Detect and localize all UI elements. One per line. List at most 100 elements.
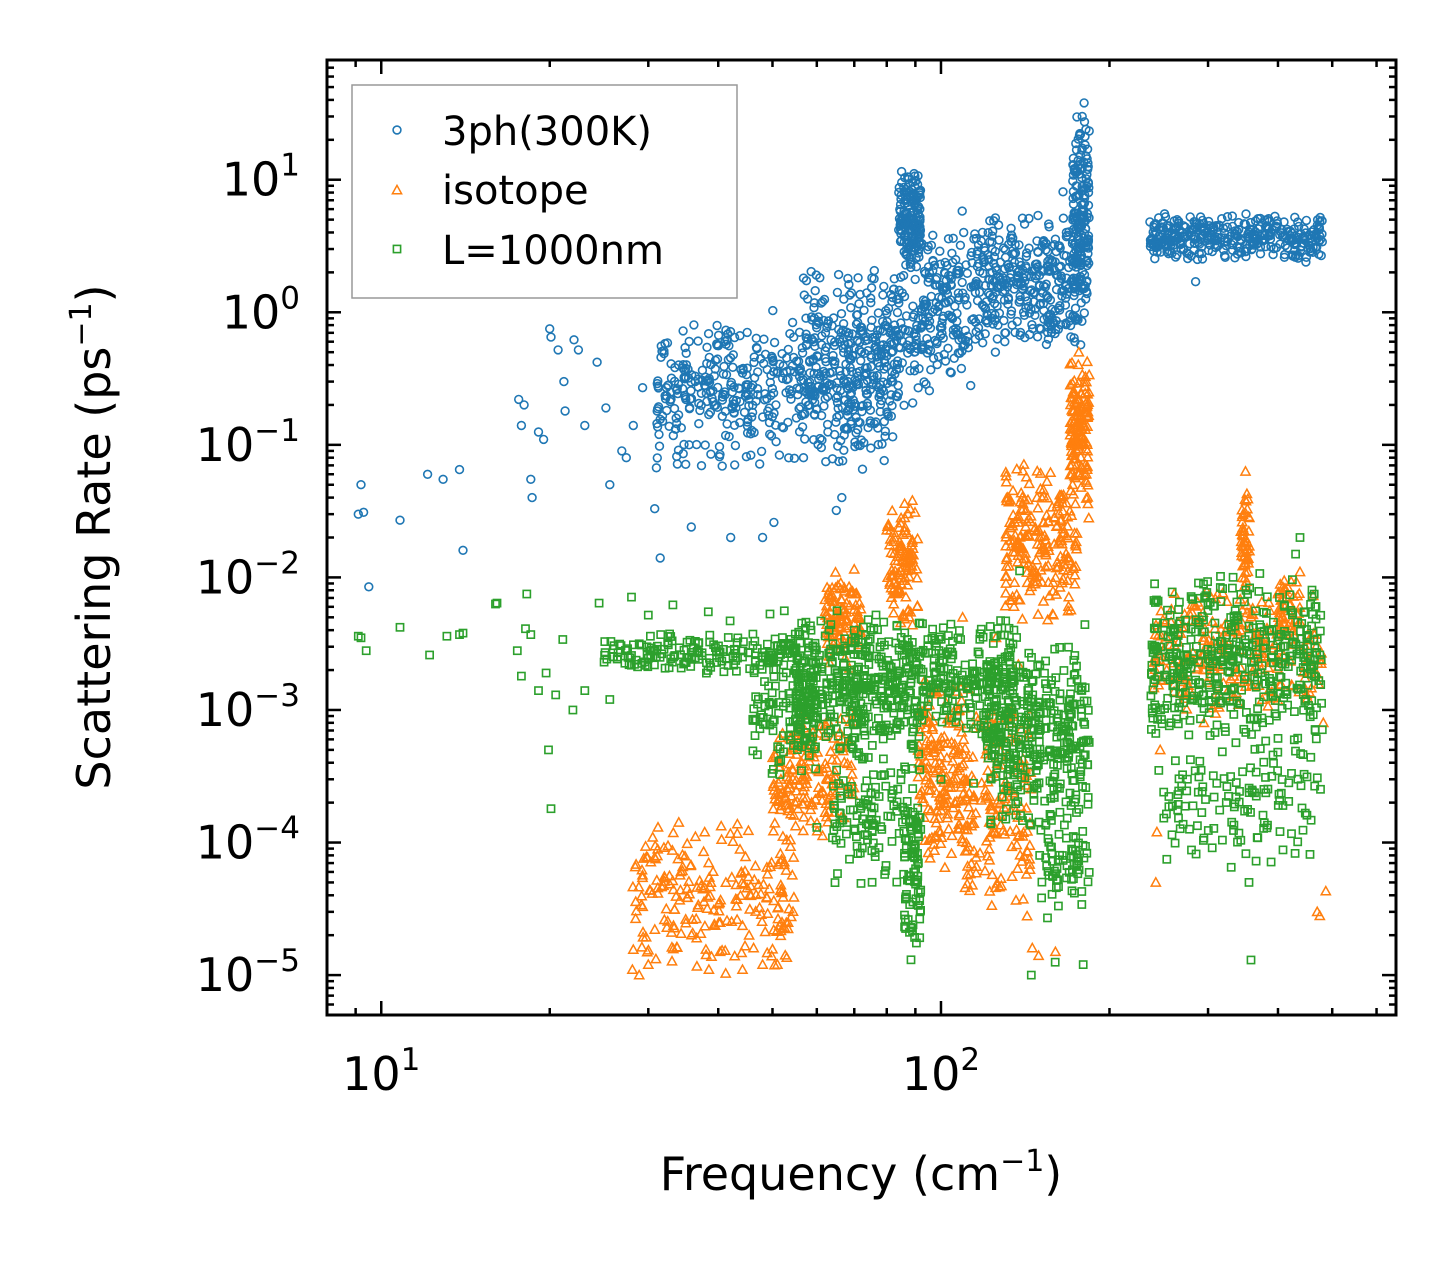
- data-point: [1033, 210, 1043, 221]
- data-point: [807, 315, 817, 325]
- data-point: [967, 315, 977, 325]
- data-point: [756, 446, 767, 457]
- data-point: [953, 330, 964, 340]
- data-point: [712, 382, 723, 393]
- data-point: [652, 406, 662, 416]
- data-point: [656, 352, 666, 362]
- data-point: [865, 293, 876, 303]
- data-point: [725, 326, 736, 337]
- data-point: [794, 427, 805, 437]
- data-point: [1222, 212, 1233, 222]
- data-point: [768, 388, 779, 398]
- data-point: [1071, 181, 1081, 191]
- data-point: [908, 312, 918, 322]
- data-point: [839, 395, 849, 405]
- data-point: [1017, 213, 1028, 223]
- data-point: [809, 298, 820, 308]
- data-point: [835, 385, 846, 396]
- data-point: [805, 355, 815, 366]
- data-point: [1006, 237, 1017, 247]
- data-point: [741, 370, 752, 380]
- data-point: [762, 364, 772, 375]
- data-point: [918, 302, 929, 312]
- data-point: [882, 317, 892, 327]
- data-point: [781, 353, 792, 363]
- data-point: [1072, 112, 1082, 122]
- data-point: [995, 257, 1006, 267]
- data-point: [863, 422, 873, 433]
- data-point: [932, 273, 942, 283]
- data-point: [899, 400, 909, 410]
- data-point: [1030, 259, 1041, 269]
- data-point: [987, 226, 998, 236]
- data-point: [746, 450, 756, 460]
- data-point: [696, 400, 706, 410]
- data-point: [833, 391, 843, 401]
- data-point: [723, 329, 733, 339]
- data-point: [810, 341, 820, 351]
- data-point: [1041, 339, 1052, 350]
- data-point: [897, 288, 907, 298]
- data-point: [926, 291, 936, 302]
- data-point: [922, 333, 932, 344]
- data-point: [1083, 158, 1093, 168]
- data-point: [917, 340, 928, 350]
- data-point: [846, 366, 857, 377]
- data-point: [1034, 300, 1045, 310]
- data-point: [1058, 213, 1069, 223]
- data-point: [777, 373, 788, 384]
- data-point: [1083, 162, 1093, 172]
- data-point: [959, 295, 970, 305]
- data-point: [916, 306, 927, 317]
- data-point: [994, 308, 1005, 318]
- data-point: [1075, 150, 1086, 160]
- data-point: [963, 343, 974, 353]
- plot-area: [353, 98, 1332, 980]
- data-point: [700, 440, 710, 450]
- data-point: [843, 350, 854, 360]
- data-point: [789, 453, 800, 463]
- data-point: [920, 296, 931, 306]
- data-point: [943, 234, 954, 244]
- data-point: [709, 371, 719, 381]
- data-point: [1030, 310, 1040, 320]
- data-point: [862, 388, 872, 399]
- data-point: [1075, 271, 1085, 282]
- data-point: [730, 440, 741, 451]
- data-point: [884, 396, 895, 406]
- data-point: [857, 464, 868, 474]
- data-point: [953, 288, 964, 298]
- data-point: [841, 424, 851, 434]
- data-point: [954, 335, 964, 345]
- data-point: [774, 359, 785, 369]
- data-point: [1079, 308, 1090, 318]
- data-point: [1000, 264, 1010, 274]
- data-point: [1173, 218, 1184, 229]
- data-point: [652, 453, 662, 463]
- data-point: [657, 416, 668, 426]
- data-point: [694, 419, 704, 429]
- data-point: [742, 417, 753, 427]
- data-point: [811, 323, 822, 333]
- data-point: [984, 274, 995, 285]
- data-point: [891, 391, 901, 401]
- data-point: [680, 392, 691, 403]
- data-point: [853, 273, 863, 283]
- data-point: [690, 371, 700, 381]
- data-point: [819, 401, 829, 411]
- data-point: [1043, 310, 1054, 320]
- data-point: [757, 412, 768, 422]
- data-point: [741, 380, 751, 390]
- data-point: [741, 391, 751, 401]
- data-point: [978, 268, 988, 278]
- data-point: [873, 439, 883, 450]
- data-point: [1017, 283, 1028, 294]
- data-point: [1301, 257, 1311, 267]
- data-point: [879, 455, 889, 466]
- data-point: [800, 387, 811, 397]
- data-point: [754, 459, 765, 469]
- data-point: [843, 273, 853, 284]
- data-point: [913, 171, 923, 181]
- data-point: [913, 248, 924, 258]
- data-point: [796, 375, 806, 386]
